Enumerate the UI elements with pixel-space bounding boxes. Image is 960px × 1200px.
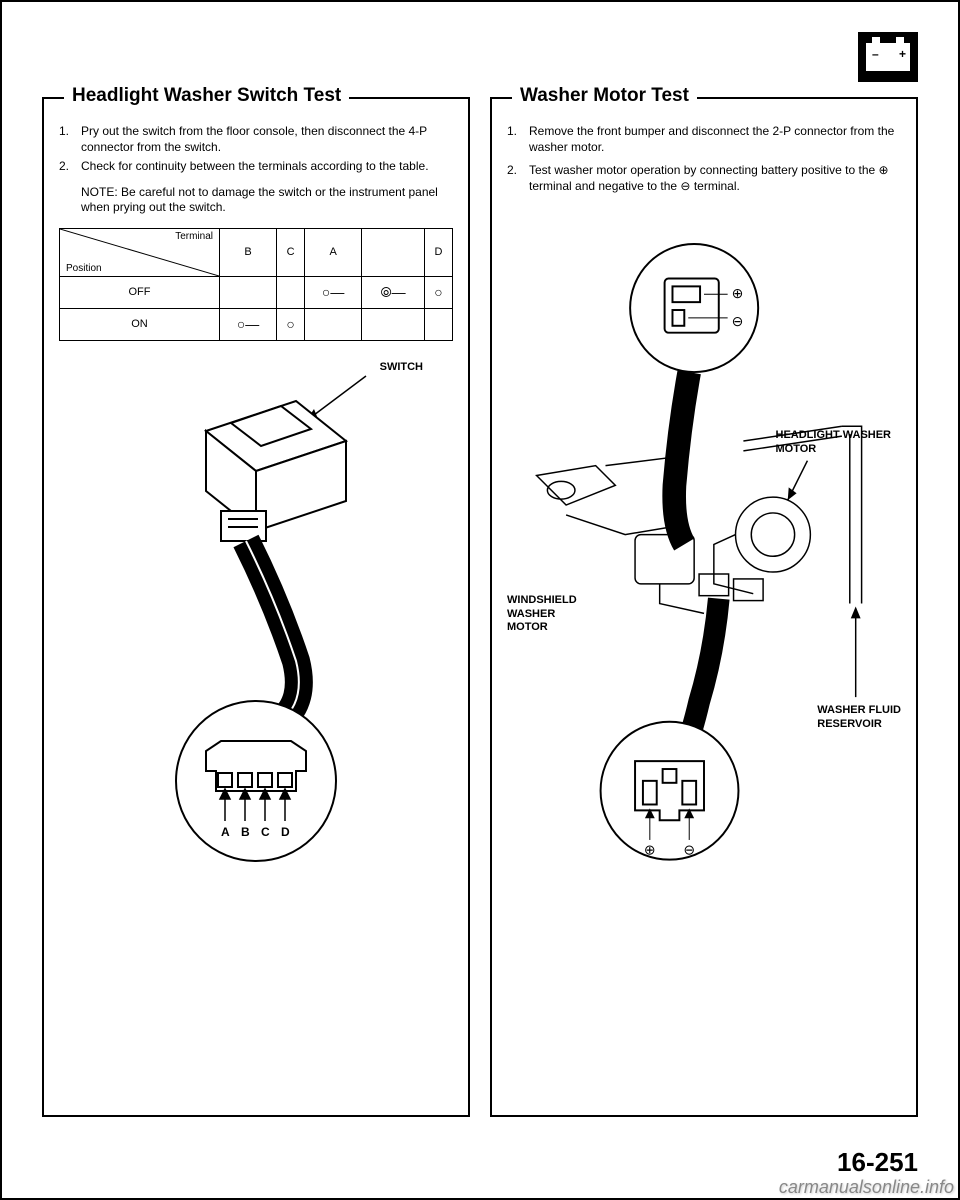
page-number: 16-251 — [837, 1147, 918, 1178]
motor-diagram: ⊕ ⊖ — [507, 224, 901, 924]
table-row: OFF ○—⦾—○ — [60, 276, 453, 308]
watermark: carmanualsonline.info — [779, 1177, 954, 1198]
switch-label: SWITCH — [380, 361, 423, 373]
svg-text:⊕: ⊕ — [644, 843, 656, 858]
svg-text:⊕: ⊕ — [732, 287, 744, 302]
list-item: 1. Pry out the switch from the floor con… — [59, 124, 453, 155]
windshield-motor-label: WINDSHIELD WASHER MOTOR — [507, 594, 577, 634]
list-item: 1. Remove the front bumper and disconnec… — [507, 124, 901, 155]
switch-diagram: SWITCH — [59, 361, 453, 881]
note-text: NOTE: Be careful not to damage the switc… — [81, 185, 453, 216]
list-item: 2. Check for continuity between the term… — [59, 159, 453, 175]
reservoir-label: WASHER FLUID RESERVOIR — [817, 704, 901, 730]
svg-text:D: D — [281, 825, 290, 839]
right-title: Washer Motor Test — [512, 85, 697, 107]
left-panel: Headlight Washer Switch Test 1. Pry out … — [42, 97, 470, 1117]
svg-text:C: C — [261, 825, 270, 839]
table-row: ON ○—○ — [60, 308, 453, 340]
battery-icon: – + — [858, 32, 918, 82]
svg-text:B: B — [241, 825, 250, 839]
headlight-motor-label: HEADLIGHT WASHER MOTOR — [776, 429, 892, 455]
svg-text:⊖: ⊖ — [683, 843, 695, 858]
svg-text:⊖: ⊖ — [732, 314, 744, 329]
continuity-table: Terminal Position B C A D OFF ○—⦾—○ ON — [59, 228, 453, 341]
list-item: 2. Test washer motor operation by connec… — [507, 163, 901, 194]
manual-page: – + Headlight Washer Switch Test 1. Pry … — [0, 0, 960, 1200]
svg-text:A: A — [221, 825, 230, 839]
right-panel: Washer Motor Test 1. Remove the front bu… — [490, 97, 918, 1117]
left-title: Headlight Washer Switch Test — [64, 85, 349, 107]
